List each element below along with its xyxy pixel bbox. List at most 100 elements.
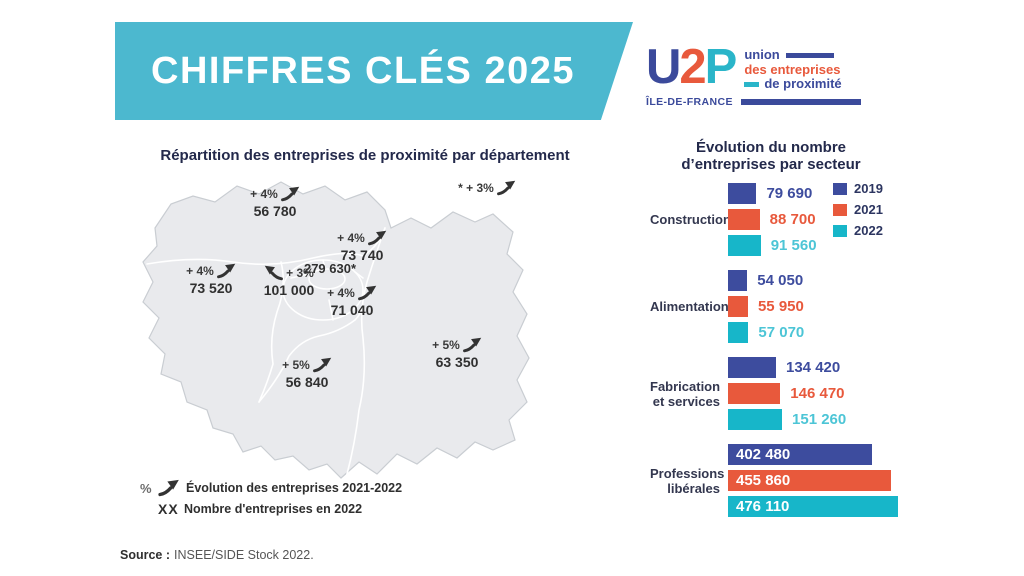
bar-value: 455 860: [736, 472, 791, 489]
chart-legend-row: 2021: [833, 202, 883, 217]
logo-letter: U: [646, 40, 681, 94]
bar-2022: [728, 235, 761, 256]
trend-arrow-icon: [264, 265, 284, 281]
source-label: Source :: [120, 548, 171, 562]
bar-value: 476 110: [736, 498, 790, 515]
percent-symbol: %: [140, 480, 152, 496]
source-text: INSEE/SIDE Stock 2022.: [174, 548, 314, 562]
legend-swatch: [833, 203, 847, 216]
legend-year-label: 2021: [854, 202, 883, 217]
count-value: 279 630*: [303, 261, 357, 276]
map-label-essonne: + 5% 56 840: [276, 357, 338, 390]
tagline-word-union: union: [744, 47, 780, 62]
chart-legend-row: 2022: [833, 223, 883, 238]
header-banner: CHIFFRES CLÉS 2025: [115, 22, 633, 120]
trend-arrow-icon: [357, 285, 377, 301]
trend-arrow-icon: [462, 337, 482, 353]
chart-legend: 2019 2021 2022: [833, 181, 883, 244]
growth-value: + 5%: [282, 358, 310, 372]
map-title: Répartition des entreprises de proximité…: [160, 147, 570, 164]
bar-2021: [728, 383, 781, 404]
count-value: 101 000: [263, 282, 315, 298]
sector-label: Professions libérales: [650, 465, 725, 496]
trend-arrow-icon: [496, 180, 516, 196]
bar-2022: [728, 409, 783, 430]
map-label-hauts-de-seine: + 3% 101 000: [256, 265, 322, 298]
map-label-seine-et-marne: + 5% 63 350: [424, 337, 490, 370]
xx-symbol: XX: [158, 501, 179, 517]
bar-value: 55 950: [757, 298, 804, 315]
bar-row: 146 470: [728, 383, 846, 404]
chart-group: Professions libérales 402 480 455 860 476 11…: [650, 444, 1000, 517]
page-title: CHIFFRES CLÉS 2025: [151, 49, 575, 92]
bar-row: 54 050: [728, 270, 804, 291]
growth-value: + 4%: [250, 187, 278, 201]
logo-bar-decoration: [785, 52, 834, 58]
trend-arrow-icon: [158, 479, 179, 497]
map-legend-row-count: XX Nombre d'entreprises en 2022: [140, 501, 402, 517]
legend-swatch: [833, 182, 847, 195]
bar-row: 57 070: [728, 322, 804, 343]
chart-title: Évolution du nombre d’entreprises par sec…: [655, 139, 887, 173]
bar-value: 57 070: [758, 324, 805, 341]
chart-groups: Construction 79 690 88 700 91 560 Alimentati…: [650, 183, 1000, 531]
sector-label: Fabrication et services: [650, 378, 721, 409]
logo-region-row: ÎLE-DE-FRANCE: [646, 96, 861, 108]
legend-swatch: [833, 224, 847, 237]
chart-title-line: Évolution du nombre: [696, 139, 846, 156]
map-label-paris: 279 630*: [298, 260, 362, 276]
growth-value: + 4%: [327, 286, 355, 300]
bar-value: 151 260: [792, 411, 847, 428]
map-label-yvelines: + 4% 73 520: [180, 263, 242, 296]
bar-row: 91 560: [728, 235, 817, 256]
legend-year-label: 2019: [854, 181, 883, 196]
logo-top: U2P union des entreprises de proximité: [646, 42, 861, 92]
logo-region-bar: [740, 99, 861, 105]
bar-value: 402 480: [736, 446, 791, 463]
bar-value: 88 700: [769, 211, 816, 228]
chart-legend-row: 2019: [833, 181, 883, 196]
bar-2022: [728, 322, 749, 343]
count-value: 71 040: [330, 302, 374, 318]
bar-2019: 402 480: [728, 444, 872, 465]
map-label-val-de-marne: + 4% 71 040: [321, 285, 383, 318]
map-label-seine-saint-denis: + 4% 73 740: [330, 230, 394, 263]
bar-2021: [728, 296, 748, 317]
trend-arrow-icon: [216, 263, 236, 279]
chart-title-line: d’entreprises par secteur: [681, 156, 861, 173]
bar-row: 151 260: [728, 409, 846, 430]
map-legend-row-growth: % Évolution des entreprises 2021-2022: [140, 479, 402, 497]
logo-letters: U2P: [646, 40, 737, 94]
ile-de-france-map: [142, 181, 530, 479]
bar-2022: 476 110: [728, 496, 899, 517]
map-label-footnote: * + 3%: [448, 180, 526, 196]
bar-row: 134 420: [728, 357, 846, 378]
legend-growth-label: Évolution des entreprises 2021-2022: [186, 481, 403, 495]
bar-value: 54 050: [757, 272, 804, 289]
logo-tagline-line3: de proximité: [744, 76, 842, 92]
bar-value: 146 470: [790, 385, 845, 402]
bar-row: 79 690: [728, 183, 817, 204]
legend-year-label: 2022: [854, 223, 883, 238]
sector-label: Alimentation: [650, 299, 729, 314]
legend-count-label: Nombre d'entreprises en 2022: [184, 502, 363, 516]
count-value: 56 780: [253, 203, 297, 219]
bar-row: 402 480: [728, 444, 898, 465]
map-label-val-doise: + 4% 56 780: [240, 186, 310, 219]
chart-group: Alimentation 54 050 55 950 57 070: [650, 270, 1000, 343]
bar-value: 79 690: [766, 185, 813, 202]
count-value: 73 740: [340, 247, 384, 263]
logo-region-label: ÎLE-DE-FRANCE: [646, 96, 733, 108]
bar-row: 55 950: [728, 296, 804, 317]
logo-tagline-line1: union: [744, 47, 841, 63]
tagline-word-proximite: de proximité: [764, 76, 842, 91]
bar-row: 88 700: [728, 209, 817, 230]
logo-tagline: union des entreprises de proximité: [744, 42, 842, 92]
trend-arrow-icon: [312, 357, 332, 373]
bar-row: 455 860: [728, 470, 898, 491]
growth-value: * + 3%: [458, 181, 494, 195]
bar-2021: [728, 209, 760, 230]
sector-label: Construction: [650, 212, 731, 227]
map-legend: % Évolution des entreprises 2021-2022 XX…: [140, 479, 402, 521]
growth-value: + 4%: [186, 264, 214, 278]
